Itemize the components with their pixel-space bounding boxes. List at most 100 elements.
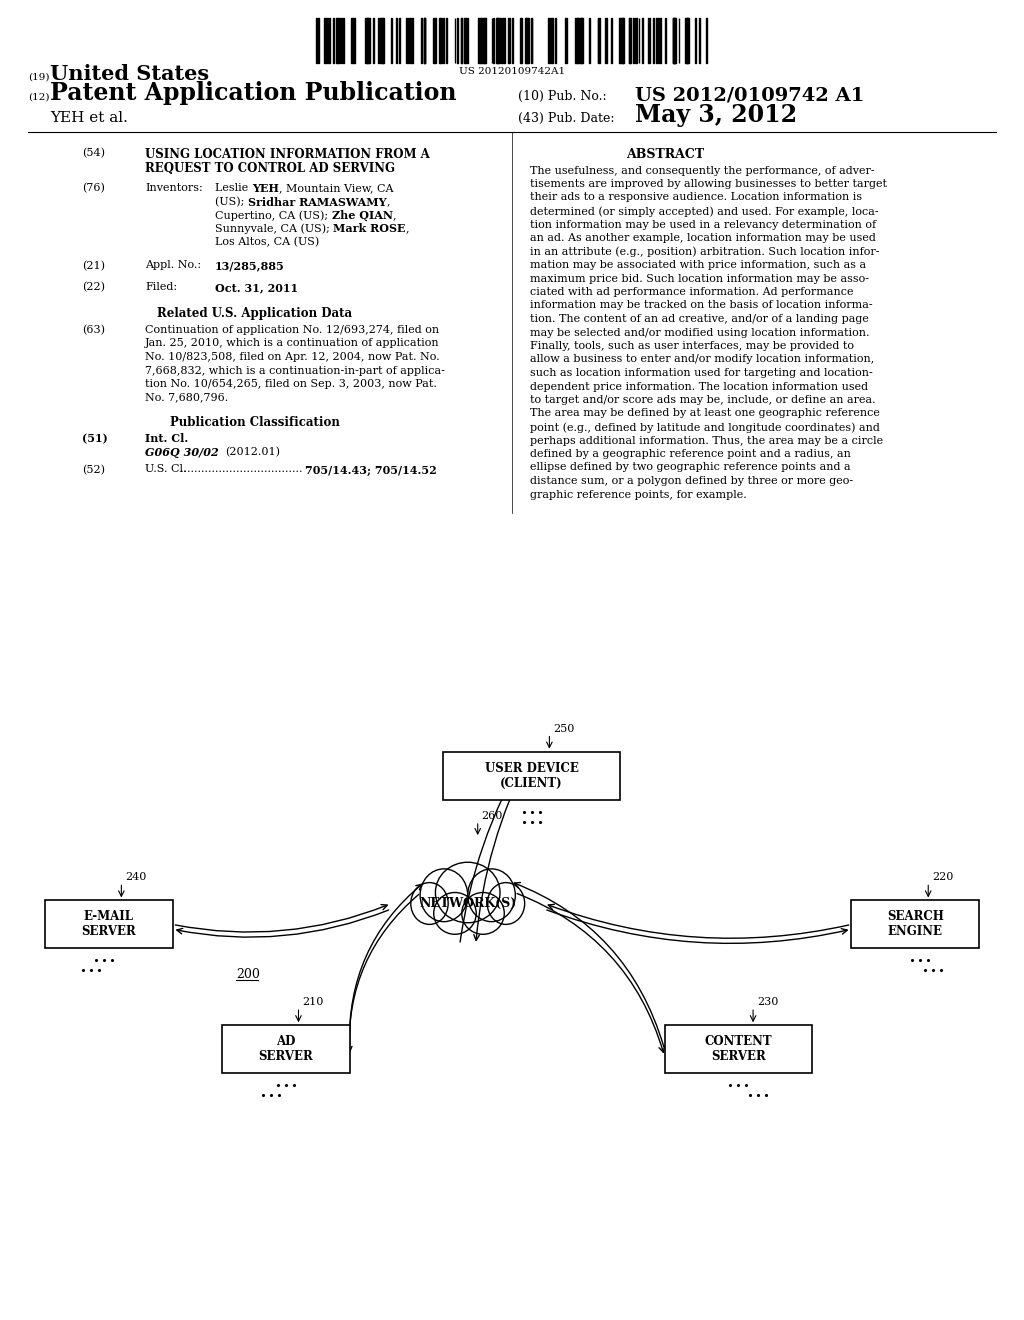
Text: YEH: YEH [252,183,279,194]
Text: ABSTRACT: ABSTRACT [626,148,705,161]
Ellipse shape [487,883,524,924]
Text: The usefulness, and consequently the performance, of adver-: The usefulness, and consequently the per… [530,165,874,176]
Text: 7,668,832, which is a continuation-in-part of applica-: 7,668,832, which is a continuation-in-pa… [145,366,444,375]
Text: (76): (76) [82,183,104,193]
FancyArrowPatch shape [346,894,419,1052]
Text: maximum price bid. Such location information may be asso-: maximum price bid. Such location informa… [530,273,869,284]
Text: CONTENT
SERVER: CONTENT SERVER [705,1035,772,1063]
Text: 260: 260 [481,810,503,821]
FancyBboxPatch shape [222,1026,349,1073]
Text: tisements are improved by allowing businesses to better target: tisements are improved by allowing busin… [530,180,887,189]
Text: (22): (22) [82,282,105,292]
Text: 250: 250 [553,723,574,734]
Text: information may be tracked on the basis of location informa-: information may be tracked on the basis … [530,301,872,310]
Text: (10) Pub. No.:: (10) Pub. No.: [518,90,606,103]
Text: E-MAIL
SERVER: E-MAIL SERVER [81,911,136,939]
Text: Mark ROSE: Mark ROSE [334,223,406,235]
Text: , Mountain View, CA: , Mountain View, CA [279,183,393,193]
FancyArrowPatch shape [514,883,664,1047]
Text: ,: , [386,197,390,206]
Text: USER DEVICE
(CLIENT): USER DEVICE (CLIENT) [484,762,579,789]
Text: 200: 200 [237,968,260,981]
FancyBboxPatch shape [45,900,172,948]
Text: U.S. Cl.: U.S. Cl. [145,465,186,474]
Ellipse shape [468,869,515,921]
FancyArrowPatch shape [177,909,389,937]
Text: ...................................: ................................... [180,465,302,474]
Text: dependent price information. The location information used: dependent price information. The locatio… [530,381,868,392]
Text: US 20120109742A1: US 20120109742A1 [459,67,565,77]
Text: Finally, tools, such as user interfaces, may be provided to: Finally, tools, such as user interfaces,… [530,341,854,351]
Text: No. 10/823,508, filed on Apr. 12, 2004, now Pat. No.: No. 10/823,508, filed on Apr. 12, 2004, … [145,352,439,362]
Ellipse shape [434,892,476,935]
Ellipse shape [462,892,504,935]
Text: (21): (21) [82,260,105,271]
Text: ciated with ad performance information. Ad performance: ciated with ad performance information. … [530,286,853,297]
Text: YEH et al.: YEH et al. [50,111,128,125]
Text: such as location information used for targeting and location-: such as location information used for ta… [530,368,872,378]
FancyArrowPatch shape [547,909,847,944]
Text: 210: 210 [302,997,324,1007]
Text: perhaps additional information. Thus, the area may be a circle: perhaps additional information. Thus, th… [530,436,883,446]
FancyBboxPatch shape [443,751,621,800]
Ellipse shape [411,883,449,924]
Text: The area may be defined by at least one geographic reference: The area may be defined by at least one … [530,408,880,418]
Text: tion No. 10/654,265, filed on Sep. 3, 2003, now Pat.: tion No. 10/654,265, filed on Sep. 3, 20… [145,379,437,389]
Text: (43) Pub. Date:: (43) Pub. Date: [518,112,614,125]
Text: SEARCH
ENGINE: SEARCH ENGINE [887,911,944,939]
Text: Patent Application Publication: Patent Application Publication [50,81,457,106]
Text: Int. Cl.: Int. Cl. [145,433,188,445]
Text: Publication Classification: Publication Classification [170,416,340,429]
Text: (63): (63) [82,325,105,335]
Text: Sridhar RAMASWAMY: Sridhar RAMASWAMY [248,197,386,207]
FancyArrowPatch shape [175,904,387,932]
Text: may be selected and/or modified using location information.: may be selected and/or modified using lo… [530,327,869,338]
Text: ellipse defined by two geographic reference points and a: ellipse defined by two geographic refere… [530,462,851,473]
Text: Cupertino, CA (US);: Cupertino, CA (US); [215,210,332,220]
Text: in an attribute (e.g., position) arbitration. Such location infor-: in an attribute (e.g., position) arbitra… [530,247,880,257]
FancyArrowPatch shape [349,884,422,1047]
Text: (51): (51) [82,433,108,445]
Text: 220: 220 [932,873,953,882]
Text: NETWORK(S): NETWORK(S) [419,896,516,909]
Text: Related U.S. Application Data: Related U.S. Application Data [158,308,352,321]
Text: G06Q 30/02: G06Q 30/02 [145,447,219,458]
Text: Leslie: Leslie [215,183,252,193]
Text: 240: 240 [125,873,146,882]
Text: defined by a geographic reference point and a radius, an: defined by a geographic reference point … [530,449,851,459]
Text: tion. The content of an ad creative, and/or of a landing page: tion. The content of an ad creative, and… [530,314,869,323]
Text: Zhe QIAN: Zhe QIAN [332,210,392,222]
Text: determined (or simply accepted) and used. For example, loca-: determined (or simply accepted) and used… [530,206,879,216]
Text: No. 7,680,796.: No. 7,680,796. [145,392,228,403]
FancyArrowPatch shape [474,754,530,940]
Text: (2012.01): (2012.01) [225,447,280,457]
Text: 705/14.43; 705/14.52: 705/14.43; 705/14.52 [305,465,437,475]
FancyBboxPatch shape [665,1026,812,1073]
FancyArrowPatch shape [517,894,665,1052]
Text: (52): (52) [82,465,105,475]
FancyArrowPatch shape [460,755,524,942]
Text: mation may be associated with price information, such as a: mation may be associated with price info… [530,260,866,271]
Ellipse shape [420,869,468,921]
FancyBboxPatch shape [852,900,979,948]
Text: AD
SERVER: AD SERVER [258,1035,313,1063]
Text: Filed:: Filed: [145,282,177,292]
Text: distance sum, or a polygon defined by three or more geo-: distance sum, or a polygon defined by th… [530,477,853,486]
Ellipse shape [435,862,500,923]
Text: REQUEST TO CONTROL AD SERVING: REQUEST TO CONTROL AD SERVING [145,161,395,174]
Text: 13/285,885: 13/285,885 [215,260,285,272]
Text: ,: , [392,210,396,220]
Text: Appl. No.:: Appl. No.: [145,260,201,271]
Text: Los Altos, CA (US): Los Altos, CA (US) [215,238,319,247]
Text: graphic reference points, for example.: graphic reference points, for example. [530,490,746,499]
Text: (12): (12) [28,92,49,102]
Text: their ads to a responsive audience. Location information is: their ads to a responsive audience. Loca… [530,193,862,202]
Text: United States: United States [50,63,209,84]
Text: 230: 230 [757,997,778,1007]
Text: Inventors:: Inventors: [145,183,203,193]
Text: point (e.g., defined by latitude and longitude coordinates) and: point (e.g., defined by latitude and lon… [530,422,880,433]
Text: (US);: (US); [215,197,248,207]
Text: tion information may be used in a relevancy determination of: tion information may be used in a releva… [530,219,877,230]
Text: May 3, 2012: May 3, 2012 [635,103,797,127]
Text: Continuation of application No. 12/693,274, filed on: Continuation of application No. 12/693,2… [145,325,439,335]
